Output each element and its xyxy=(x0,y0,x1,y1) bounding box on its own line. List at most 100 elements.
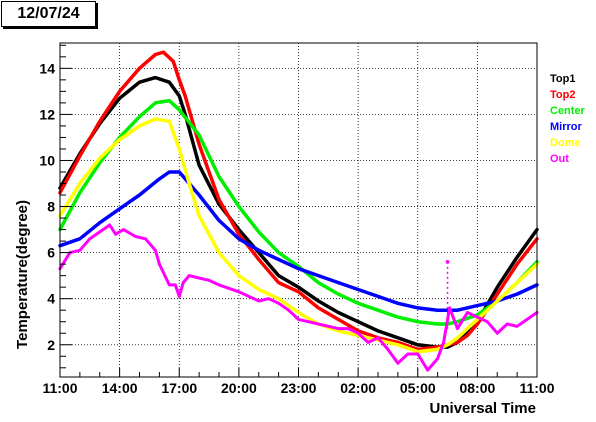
data-point xyxy=(505,322,509,326)
data-point xyxy=(183,94,187,98)
data-point xyxy=(154,53,157,56)
legend-entry-top2: Top2 xyxy=(550,89,575,101)
data-point xyxy=(177,147,181,151)
legend-entry-top1: Top1 xyxy=(550,73,575,85)
data-point xyxy=(98,156,102,160)
data-point xyxy=(177,78,181,82)
data-point xyxy=(336,292,340,296)
y-tick-label: 12 xyxy=(39,106,55,122)
data-point xyxy=(436,348,439,351)
data-point xyxy=(406,352,410,356)
data-point xyxy=(515,262,519,266)
data-point xyxy=(436,357,439,360)
data-point xyxy=(396,315,400,319)
data-point xyxy=(287,308,290,312)
data-point xyxy=(237,232,241,236)
x-tick-label: 05:00 xyxy=(400,380,436,396)
data-point xyxy=(297,285,300,289)
data-point xyxy=(78,237,82,241)
data-point xyxy=(476,322,479,326)
data-point xyxy=(297,311,300,314)
data-point xyxy=(167,80,171,84)
data-point xyxy=(376,308,380,312)
x-tick-label: 08:00 xyxy=(459,380,495,396)
y-axis-title: Temperature(degree) xyxy=(14,200,31,349)
data-point xyxy=(154,117,157,121)
legend-entry-mirror: Mirror xyxy=(550,121,583,133)
data-point xyxy=(466,311,469,314)
y-tick-label: 10 xyxy=(39,152,55,168)
plot-background xyxy=(60,43,537,377)
data-point xyxy=(138,66,141,70)
data-point xyxy=(356,288,360,291)
data-point xyxy=(277,281,280,284)
data-point xyxy=(267,297,271,301)
data-point xyxy=(257,288,261,291)
data-point xyxy=(336,327,340,330)
data-point xyxy=(416,352,420,356)
legend-entry-out: Out xyxy=(550,153,569,165)
data-point xyxy=(297,318,300,321)
data-point xyxy=(336,311,340,314)
data-point xyxy=(167,99,171,102)
data-point xyxy=(356,331,360,335)
data-point xyxy=(88,237,92,241)
data-point xyxy=(118,138,121,142)
data-point xyxy=(114,232,117,236)
data-point xyxy=(177,94,181,98)
data-point xyxy=(167,119,171,123)
x-tick-label: 23:00 xyxy=(281,380,317,396)
data-point xyxy=(257,248,261,252)
data-point xyxy=(98,119,102,123)
legend-entry-center: Center xyxy=(550,105,586,117)
data-point xyxy=(466,327,469,330)
data-point xyxy=(495,331,499,335)
data-point xyxy=(376,329,380,333)
data-point xyxy=(237,205,241,208)
data-point xyxy=(436,308,439,312)
data-point xyxy=(446,343,449,347)
data-point xyxy=(187,182,191,185)
data-point xyxy=(476,315,479,319)
data-point xyxy=(78,154,82,158)
y-tick-label: 6 xyxy=(47,245,55,261)
data-point xyxy=(257,258,261,261)
data-point xyxy=(118,90,121,93)
data-point xyxy=(217,251,221,255)
data-point xyxy=(134,235,137,238)
data-point xyxy=(197,214,201,218)
data-point xyxy=(297,267,300,271)
data-point xyxy=(515,281,519,284)
data-point xyxy=(515,292,519,296)
data-point xyxy=(466,334,469,337)
series-line-out xyxy=(58,223,539,372)
data-point xyxy=(317,306,320,310)
data-point xyxy=(177,108,181,112)
data-point xyxy=(396,336,400,340)
data-point xyxy=(167,283,171,287)
data-point xyxy=(448,306,451,310)
x-tick-label: 17:00 xyxy=(161,380,197,396)
data-point xyxy=(456,320,459,324)
data-point xyxy=(138,115,141,119)
data-point xyxy=(525,318,529,321)
data-point xyxy=(217,175,221,179)
x-tick-label: 14:00 xyxy=(102,380,138,396)
legend-entry-dome: Dome xyxy=(550,137,581,149)
data-point xyxy=(187,274,191,277)
data-point xyxy=(416,343,420,347)
data-point xyxy=(197,193,201,197)
data-point xyxy=(171,60,175,63)
data-point xyxy=(277,258,280,261)
y-tick-label: 14 xyxy=(39,60,55,76)
data-point xyxy=(456,336,459,340)
data-point xyxy=(162,50,165,54)
data-point xyxy=(485,320,489,324)
series-layer xyxy=(58,50,539,372)
data-point xyxy=(217,219,221,222)
data-point xyxy=(277,251,280,255)
data-point xyxy=(386,348,390,351)
y-tick-label: 2 xyxy=(47,337,55,353)
data-point xyxy=(207,278,211,282)
legend: Top1 Top2 Center Mirror Dome Out xyxy=(550,73,586,165)
